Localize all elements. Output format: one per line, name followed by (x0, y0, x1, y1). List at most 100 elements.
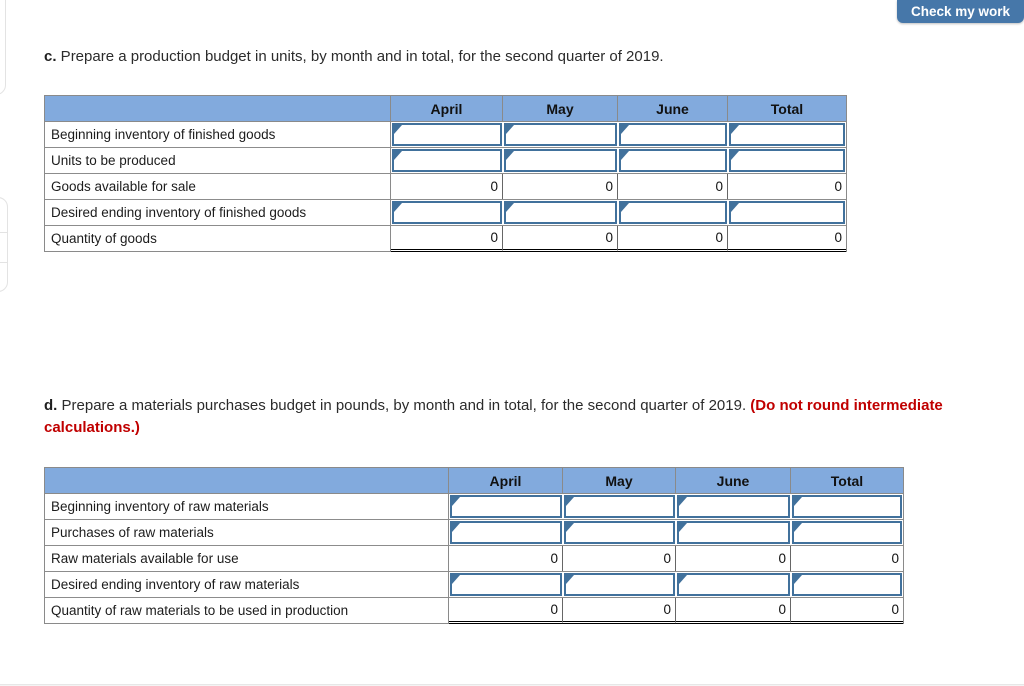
table-row: Quantity of raw materials to be used in … (45, 598, 903, 624)
input-box (392, 123, 502, 146)
input-marker-icon (452, 523, 460, 532)
table-row: Purchases of raw materials (45, 520, 903, 546)
input-cell[interactable] (791, 520, 903, 545)
input-cell[interactable] (449, 572, 563, 597)
input-marker-icon (621, 203, 629, 212)
input-cell[interactable] (791, 494, 903, 519)
section-c-letter: c. (44, 48, 57, 65)
input-marker-icon (566, 575, 574, 584)
input-cell[interactable] (618, 122, 728, 147)
section-d-instruction: d. Prepare a materials purchases budget … (44, 395, 1002, 438)
input-marker-icon (731, 203, 739, 212)
input-marker-icon (794, 575, 802, 584)
row-label-header-cell (45, 96, 391, 121)
input-marker-icon (394, 151, 402, 160)
section-c-text: Prepare a production budget in units, by… (56, 48, 664, 65)
input-cell[interactable] (676, 494, 791, 519)
input-marker-icon (566, 497, 574, 506)
input-box (619, 149, 727, 172)
input-box (504, 149, 617, 172)
input-marker-icon (679, 523, 687, 532)
input-marker-icon (394, 203, 402, 212)
input-box (677, 521, 790, 544)
input-box (792, 495, 902, 518)
input-marker-icon (452, 497, 460, 506)
computed-value-cell: 0 (449, 546, 563, 571)
column-header: Total (770, 100, 804, 117)
row-label: Beginning inventory of finished goods (45, 122, 391, 147)
row-label: Purchases of raw materials (45, 520, 449, 545)
input-cell[interactable] (676, 520, 791, 545)
input-box (564, 573, 675, 596)
computed-value-cell: 0 (676, 598, 791, 624)
check-my-work-button[interactable]: Check my work (896, 0, 1024, 23)
input-cell[interactable] (503, 200, 618, 225)
column-header: June (618, 96, 728, 121)
input-cell[interactable] (391, 122, 503, 147)
input-cell[interactable] (563, 520, 676, 545)
table-row: Units to be produced (45, 148, 846, 174)
input-cell[interactable] (449, 520, 563, 545)
computed-value-cell: 0 (891, 551, 899, 566)
row-label: Quantity of goods (45, 226, 391, 252)
column-header: May (503, 96, 618, 121)
column-header: June (676, 468, 791, 493)
computed-value-cell: 0 (676, 546, 791, 571)
row-label: Goods available for sale (45, 174, 391, 199)
input-cell[interactable] (449, 494, 563, 519)
input-box (792, 573, 902, 596)
input-cell[interactable] (391, 148, 503, 173)
row-label: Quantity of raw materials to be used in … (45, 598, 449, 624)
input-cell[interactable] (618, 148, 728, 173)
input-cell[interactable] (563, 572, 676, 597)
table-row: Quantity of goods 0 0 0 0 (45, 226, 846, 252)
table-row: Goods available for sale 0 0 0 0 (45, 174, 846, 200)
input-cell[interactable] (503, 122, 618, 147)
input-marker-icon (506, 203, 514, 212)
input-cell[interactable] (503, 148, 618, 173)
input-marker-icon (621, 125, 629, 134)
computed-value-cell: 0 (503, 226, 618, 252)
input-cell[interactable] (618, 200, 728, 225)
input-marker-icon (794, 523, 802, 532)
computed-value-cell: 0 (449, 598, 563, 624)
column-header: May (563, 468, 676, 493)
input-box (392, 149, 502, 172)
row-label: Desired ending inventory of raw material… (45, 572, 449, 597)
column-header: April (391, 96, 503, 121)
input-marker-icon (679, 575, 687, 584)
production-budget-table: April May June Total Beginning inventory of … (44, 95, 847, 252)
column-header: Total (830, 472, 864, 489)
column-header: April (449, 468, 563, 493)
input-cell[interactable] (391, 200, 503, 225)
input-marker-icon (731, 125, 739, 134)
input-cell[interactable] (563, 494, 676, 519)
left-cutoff-panel-middle (0, 197, 8, 292)
table-row: Beginning inventory of finished goods (45, 122, 846, 148)
input-cell[interactable] (791, 572, 903, 597)
input-marker-icon (621, 151, 629, 160)
input-box (504, 123, 617, 146)
section-c-instruction: c. Prepare a production budget in units,… (44, 46, 944, 68)
input-marker-icon (394, 125, 402, 134)
input-cell[interactable] (728, 200, 846, 225)
materials-budget-table: April May June Total Beginning inventory of … (44, 467, 904, 624)
input-cell[interactable] (728, 122, 846, 147)
input-marker-icon (566, 523, 574, 532)
computed-value-cell: 0 (728, 226, 846, 252)
input-marker-icon (506, 125, 514, 134)
input-box (619, 123, 727, 146)
computed-value-cell: 0 (391, 174, 503, 199)
input-cell[interactable] (676, 572, 791, 597)
input-marker-icon (679, 497, 687, 506)
input-box (504, 201, 617, 224)
content-bottom-divider (0, 684, 1024, 686)
computed-value-cell: 0 (618, 226, 728, 252)
table-row: Raw materials available for use 0 0 0 0 (45, 546, 903, 572)
computed-value-cell: 0 (618, 174, 728, 199)
section-d-text: Prepare a materials purchases budget in … (57, 397, 751, 414)
input-box (564, 495, 675, 518)
input-cell[interactable] (728, 148, 846, 173)
input-box (677, 573, 790, 596)
computed-value-cell: 0 (503, 174, 618, 199)
